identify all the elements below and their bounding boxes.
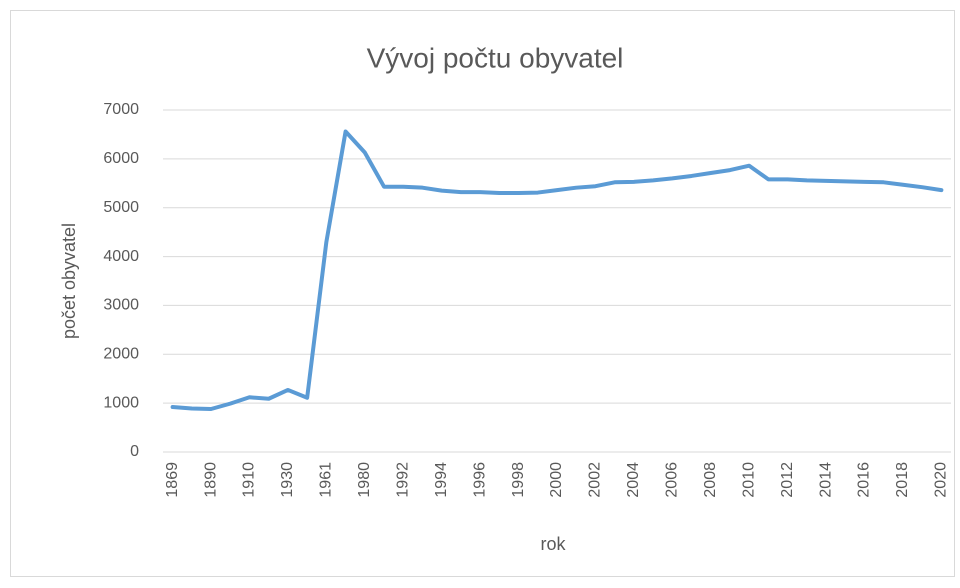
y-axis-label: počet obyvatel <box>59 223 79 339</box>
x-tick-label: 1961 <box>318 462 335 498</box>
x-tick-label: 2018 <box>894 462 911 498</box>
x-tick-label: 1890 <box>202 462 219 498</box>
y-tick-label: 3000 <box>103 297 139 314</box>
x-tick-label: 2012 <box>779 462 796 498</box>
x-tick-label: 1994 <box>433 462 450 498</box>
y-tick-label: 4000 <box>103 248 139 265</box>
x-tick-label: 2006 <box>664 462 681 498</box>
x-tick-label: 2010 <box>740 462 757 498</box>
x-tick-label: 1998 <box>510 462 527 498</box>
x-tick-label: 1910 <box>241 462 258 498</box>
y-tick-label: 2000 <box>103 346 139 363</box>
x-axis-label: rok <box>540 534 566 554</box>
x-tick-label: 2008 <box>702 462 719 498</box>
x-tick-label: 2020 <box>933 462 950 498</box>
x-tick-label: 2004 <box>625 462 642 498</box>
x-tick-label: 2016 <box>856 462 873 498</box>
x-tick-label: 1869 <box>164 462 181 498</box>
chart-border <box>10 10 955 577</box>
x-tick-label: 1996 <box>471 462 488 498</box>
x-tick-label: 2000 <box>548 462 565 498</box>
x-tick-label: 1992 <box>394 462 411 498</box>
x-tick-label: 2002 <box>587 462 604 498</box>
x-tick-label: 2014 <box>817 462 834 498</box>
line-series <box>170 129 944 412</box>
y-tick-label: 7000 <box>103 101 139 118</box>
chart-title: Vývoj počtu obyvatel <box>367 42 624 73</box>
y-tick-label: 0 <box>130 443 139 460</box>
y-tick-label: 1000 <box>103 394 139 411</box>
x-tick-label: 1980 <box>356 462 373 498</box>
x-tick-label: 1930 <box>279 462 296 498</box>
y-tick-label: 5000 <box>103 199 139 216</box>
y-tick-label: 6000 <box>103 150 139 167</box>
